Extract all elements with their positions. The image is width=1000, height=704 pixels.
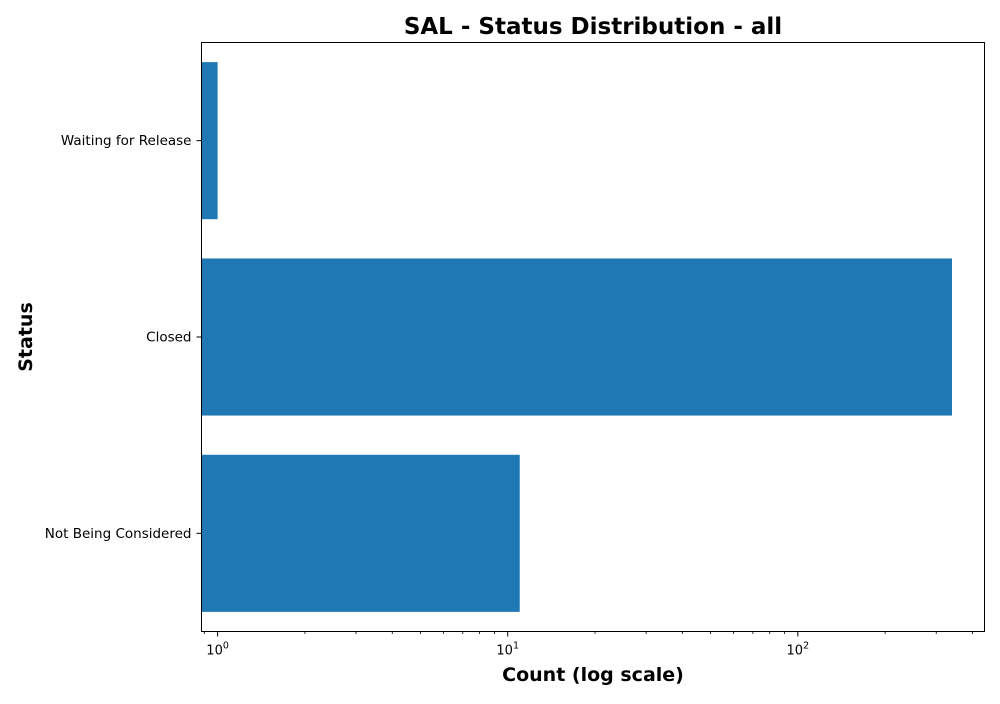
x-tick-label: 100 [206,641,229,659]
bars-layer [201,62,953,612]
y-tick-label: Waiting for Release [61,133,192,149]
x-tick-label: 101 [496,641,519,659]
y-tick-label: Not Being Considered [45,526,192,542]
x-axis-ticks: 100 101 102 [203,631,973,659]
bar [201,454,520,612]
x-tick-label: 102 [787,641,810,659]
y-axis-label: Status [15,302,37,372]
y-axis-ticks: Not Being Considered Closed Waiting for Re… [45,133,202,542]
x-axis-label: Count (log scale) [502,664,684,686]
bar [201,258,953,416]
y-tick-label: Closed [146,330,191,346]
bar [201,62,218,220]
chart-title: SAL - Status Distribution - all [404,14,782,40]
